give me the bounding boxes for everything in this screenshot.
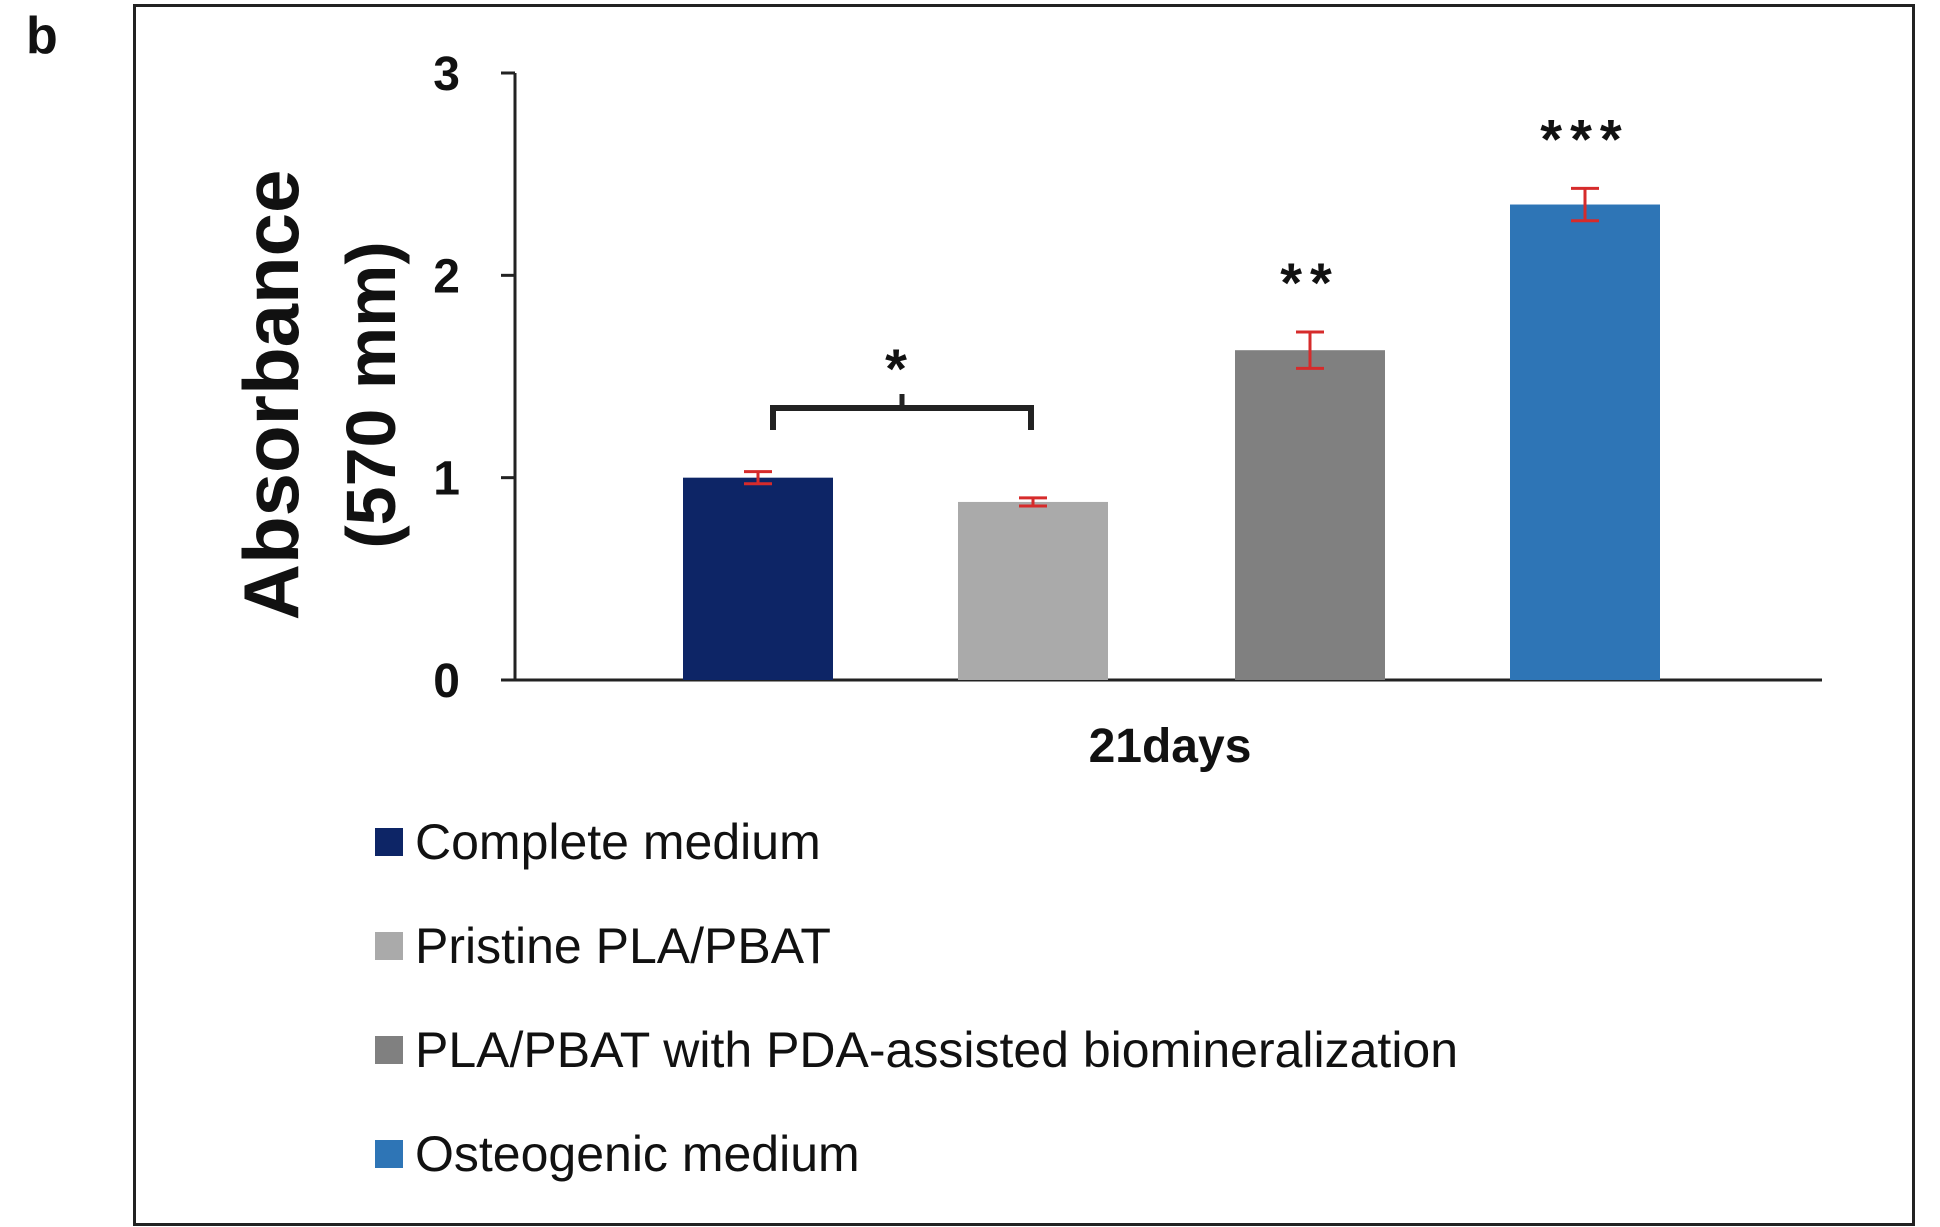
significance-label: ** bbox=[1280, 251, 1340, 314]
legend-swatch bbox=[375, 1036, 403, 1064]
figure-frame bbox=[133, 4, 1915, 1226]
significance-label: * bbox=[885, 337, 907, 400]
legend-item-pristine: Pristine PLA/PBAT bbox=[375, 894, 1458, 998]
legend-item-complete-medium: Complete medium bbox=[375, 790, 1458, 894]
x-axis-title: 21days bbox=[1089, 720, 1252, 773]
legend-item-pda: PLA/PBAT with PDA-assisted biomineraliza… bbox=[375, 998, 1458, 1102]
panel-label: b bbox=[26, 7, 58, 65]
y-tick-label: 0 bbox=[433, 655, 460, 708]
legend-label: PLA/PBAT with PDA-assisted biomineraliza… bbox=[415, 1022, 1459, 1078]
bar bbox=[958, 501, 1108, 680]
y-axis-title-line2: (570 mm) bbox=[332, 241, 410, 548]
legend-label: Complete medium bbox=[415, 814, 821, 870]
legend-label: Pristine PLA/PBAT bbox=[415, 918, 831, 974]
bar bbox=[1235, 350, 1385, 680]
bar bbox=[683, 477, 833, 680]
legend-item-osteogenic: Osteogenic medium bbox=[375, 1102, 1458, 1206]
legend-swatch bbox=[375, 932, 403, 960]
y-tick-label: 1 bbox=[433, 453, 460, 506]
bar bbox=[1510, 204, 1660, 680]
y-tick-label: 3 bbox=[433, 48, 460, 101]
legend-swatch bbox=[375, 1140, 403, 1168]
significance-bracket bbox=[770, 405, 1034, 430]
significance-label: *** bbox=[1540, 107, 1629, 170]
y-axis-title-line1: Absorbance bbox=[227, 170, 315, 621]
y-tick-label: 2 bbox=[433, 250, 460, 303]
legend: Complete medium Pristine PLA/PBAT PLA/PB… bbox=[375, 790, 1458, 1206]
legend-swatch bbox=[375, 828, 403, 856]
legend-label: Osteogenic medium bbox=[415, 1126, 860, 1182]
